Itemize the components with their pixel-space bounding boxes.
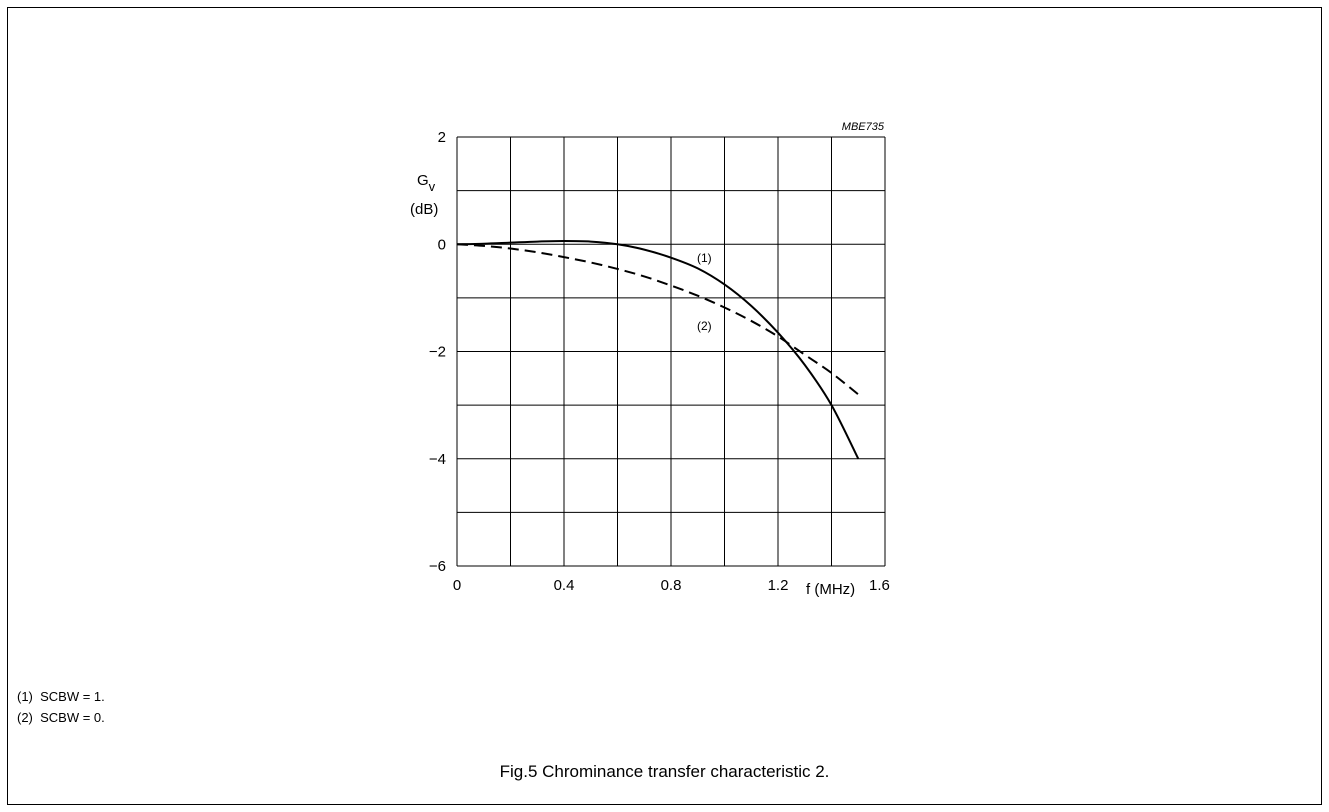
tick-labels: 0 0.4 0.8 1.2 1.6 2 0 −2 −4 −6 [429, 129, 890, 594]
y-axis-unit: (dB) [410, 201, 438, 218]
series-2-curve [456, 243, 859, 396]
grid [456, 136, 886, 567]
y-axis-symbol: G [417, 172, 429, 189]
y-axis-subscript: v [429, 179, 436, 194]
note-1: (1) SCBW = 1. [17, 689, 105, 704]
y-axis-label: Gv [417, 172, 436, 194]
figure-notes: (1) SCBW = 1. (2) SCBW = 0. [17, 686, 105, 728]
y-tick-label: −6 [429, 558, 446, 575]
x-axis-label: f (MHz) [806, 581, 855, 598]
figure-caption: Fig.5 Chrominance transfer characteristi… [499, 762, 830, 781]
x-tick-label: 0.4 [554, 577, 575, 594]
y-tick-label: 2 [438, 129, 446, 146]
y-tick-label: −2 [429, 344, 446, 361]
x-tick-label: 1.6 [869, 577, 890, 594]
series-layer [456, 240, 860, 460]
y-tick-label: −4 [429, 451, 446, 468]
series-1-label: (1) [697, 251, 712, 265]
series-2-label: (2) [697, 319, 712, 333]
figure-frame [7, 7, 1322, 805]
y-tick-label: 0 [438, 236, 446, 253]
series-1-curve [456, 240, 860, 460]
figure-code: MBE735 [842, 121, 885, 133]
x-tick-label: 0 [453, 577, 461, 594]
note-2: (2) SCBW = 0. [17, 710, 105, 725]
x-tick-label: 1.2 [768, 577, 789, 594]
x-tick-label: 0.8 [661, 577, 682, 594]
